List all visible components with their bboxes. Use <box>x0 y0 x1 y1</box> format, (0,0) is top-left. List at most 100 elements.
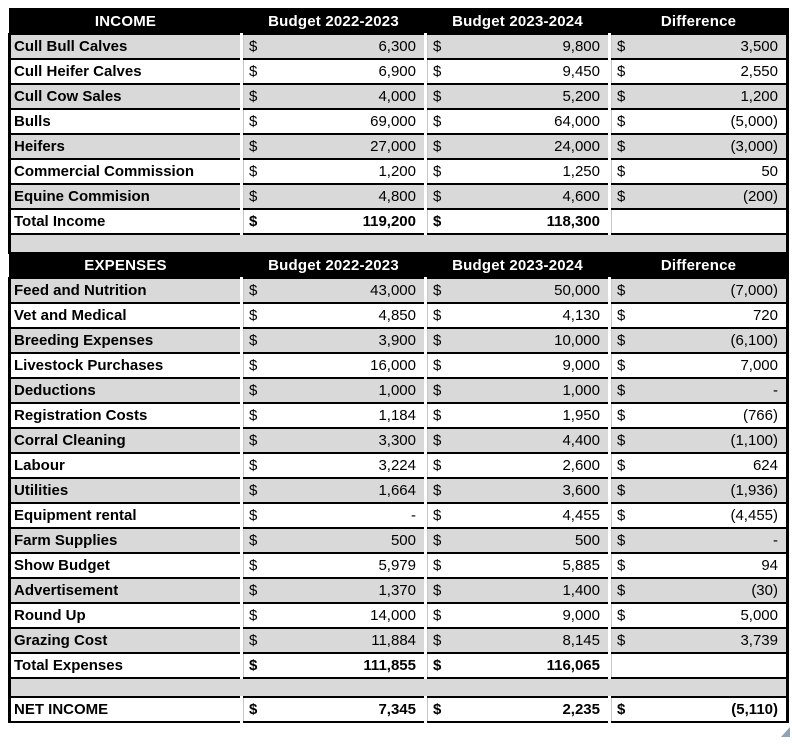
row-label-cell[interactable]: Corral Cleaning <box>8 427 243 454</box>
budget-2023-2024-cell[interactable]: $2,600 <box>424 452 611 479</box>
difference-cell[interactable]: $ (4,455) <box>608 502 789 529</box>
row-label-cell[interactable]: Bulls <box>8 108 243 135</box>
budget-2022-2023-cell[interactable]: $14,000 <box>240 602 427 629</box>
row-label-cell[interactable]: Labour <box>8 452 243 479</box>
expenses-section-title[interactable]: EXPENSES <box>8 252 243 279</box>
row-label-cell[interactable]: Vet and Medical <box>8 302 243 329</box>
difference-cell[interactable]: $ - <box>608 377 789 404</box>
row-label-cell[interactable]: Breeding Expenses <box>8 327 243 354</box>
row-label-cell[interactable]: Cull Heifer Calves <box>8 58 243 85</box>
budget-2023-2024-cell[interactable]: $4,130 <box>424 302 611 329</box>
difference-cell[interactable]: $ (3,000) <box>608 133 789 160</box>
difference-cell[interactable]: $5,000 <box>608 602 789 629</box>
budget-2023-2024-cell[interactable]: $50,000 <box>424 277 611 304</box>
difference-cell[interactable]: $ - <box>608 527 789 554</box>
difference-cell[interactable]: $624 <box>608 452 789 479</box>
row-label-cell[interactable]: Registration Costs <box>8 402 243 429</box>
difference-cell[interactable]: $3,739 <box>608 627 789 654</box>
difference-cell[interactable]: $ (5,110) <box>608 696 789 723</box>
budget-2023-2024-cell[interactable]: $9,000 <box>424 602 611 629</box>
column-header-difference[interactable]: Difference <box>608 8 789 35</box>
budget-2022-2023-cell[interactable]: $6,300 <box>240 33 427 60</box>
difference-cell[interactable]: $ (200) <box>608 183 789 210</box>
budget-2022-2023-cell[interactable]: $1,664 <box>240 477 427 504</box>
budget-2023-2024-cell[interactable]: $24,000 <box>424 133 611 160</box>
budget-2023-2024-cell[interactable]: $118,300 <box>424 208 611 235</box>
budget-2022-2023-cell[interactable]: $500 <box>240 527 427 554</box>
budget-2022-2023-cell[interactable]: $1,370 <box>240 577 427 604</box>
row-label-cell[interactable]: Feed and Nutrition <box>8 277 243 304</box>
row-label-cell[interactable]: Deductions <box>8 377 243 404</box>
difference-cell[interactable]: $2,550 <box>608 58 789 85</box>
budget-2023-2024-cell[interactable]: $4,600 <box>424 183 611 210</box>
row-label-cell[interactable]: Commercial Commission <box>8 158 243 185</box>
row-label-cell[interactable]: Farm Supplies <box>8 527 243 554</box>
budget-2023-2024-cell[interactable]: $8,145 <box>424 627 611 654</box>
budget-2022-2023-cell[interactable]: $27,000 <box>240 133 427 160</box>
budget-2022-2023-cell[interactable]: $69,000 <box>240 108 427 135</box>
difference-cell[interactable]: $1,200 <box>608 83 789 110</box>
budget-2022-2023-cell[interactable]: $7,345 <box>240 696 427 723</box>
column-header-difference[interactable]: Difference <box>608 252 789 279</box>
difference-cell[interactable]: $3,500 <box>608 33 789 60</box>
budget-2022-2023-cell[interactable]: $1,000 <box>240 377 427 404</box>
budget-2023-2024-cell[interactable]: $3,600 <box>424 477 611 504</box>
budget-2023-2024-cell[interactable]: $9,450 <box>424 58 611 85</box>
difference-cell[interactable]: $720 <box>608 302 789 329</box>
difference-cell-empty[interactable] <box>608 208 789 235</box>
budget-2022-2023-cell[interactable]: $3,224 <box>240 452 427 479</box>
column-header-budget-2023-2024[interactable]: Budget 2023-2024 <box>424 8 611 35</box>
column-header-budget-2022-2023[interactable]: Budget 2022-2023 <box>240 8 427 35</box>
difference-cell[interactable]: $ (1,100) <box>608 427 789 454</box>
column-header-budget-2022-2023[interactable]: Budget 2022-2023 <box>240 252 427 279</box>
budget-2023-2024-cell[interactable]: $4,455 <box>424 502 611 529</box>
row-label-cell[interactable]: Total Expenses <box>8 652 243 679</box>
row-label-cell[interactable]: NET INCOME <box>8 696 243 723</box>
income-section-title[interactable]: INCOME <box>8 8 243 35</box>
difference-cell[interactable]: $ (30) <box>608 577 789 604</box>
row-label-cell[interactable]: Grazing Cost <box>8 627 243 654</box>
budget-2023-2024-cell[interactable]: $116,065 <box>424 652 611 679</box>
difference-cell[interactable]: $ (766) <box>608 402 789 429</box>
column-header-budget-2023-2024[interactable]: Budget 2023-2024 <box>424 252 611 279</box>
budget-2022-2023-cell[interactable]: $1,184 <box>240 402 427 429</box>
budget-2022-2023-cell[interactable]: $4,800 <box>240 183 427 210</box>
budget-2022-2023-cell[interactable]: $119,200 <box>240 208 427 235</box>
budget-2022-2023-cell[interactable]: $ - <box>240 502 427 529</box>
budget-2022-2023-cell[interactable]: $6,900 <box>240 58 427 85</box>
budget-2022-2023-cell[interactable]: $11,884 <box>240 627 427 654</box>
row-label-cell[interactable]: Heifers <box>8 133 243 160</box>
budget-2023-2024-cell[interactable]: $10,000 <box>424 327 611 354</box>
budget-2023-2024-cell[interactable]: $1,400 <box>424 577 611 604</box>
budget-2023-2024-cell[interactable]: $4,400 <box>424 427 611 454</box>
difference-cell[interactable]: $50 <box>608 158 789 185</box>
row-label-cell[interactable]: Show Budget <box>8 552 243 579</box>
budget-2023-2024-cell[interactable]: $1,000 <box>424 377 611 404</box>
budget-2022-2023-cell[interactable]: $3,900 <box>240 327 427 354</box>
row-label-cell[interactable]: Cull Cow Sales <box>8 83 243 110</box>
budget-2022-2023-cell[interactable]: $16,000 <box>240 352 427 379</box>
difference-cell[interactable]: $ (5,000) <box>608 108 789 135</box>
budget-2022-2023-cell[interactable]: $3,300 <box>240 427 427 454</box>
budget-2023-2024-cell[interactable]: $500 <box>424 527 611 554</box>
budget-2023-2024-cell[interactable]: $5,885 <box>424 552 611 579</box>
row-label-cell[interactable]: Cull Bull Calves <box>8 33 243 60</box>
row-label-cell[interactable]: Round Up <box>8 602 243 629</box>
budget-2023-2024-cell[interactable]: $5,200 <box>424 83 611 110</box>
budget-2023-2024-cell[interactable]: $9,800 <box>424 33 611 60</box>
budget-2022-2023-cell[interactable]: $4,000 <box>240 83 427 110</box>
row-label-cell[interactable]: Advertisement <box>8 577 243 604</box>
row-label-cell[interactable]: Total Income <box>8 208 243 235</box>
row-label-cell[interactable]: Utilities <box>8 477 243 504</box>
budget-2022-2023-cell[interactable]: $43,000 <box>240 277 427 304</box>
row-label-cell[interactable]: Equine Commision <box>8 183 243 210</box>
budget-2023-2024-cell[interactable]: $1,950 <box>424 402 611 429</box>
row-label-cell[interactable]: Equipment rental <box>8 502 243 529</box>
budget-2023-2024-cell[interactable]: $9,000 <box>424 352 611 379</box>
difference-cell[interactable]: $ (7,000) <box>608 277 789 304</box>
budget-2023-2024-cell[interactable]: $2,235 <box>424 696 611 723</box>
budget-2023-2024-cell[interactable]: $64,000 <box>424 108 611 135</box>
row-label-cell[interactable]: Livestock Purchases <box>8 352 243 379</box>
budget-2022-2023-cell[interactable]: $5,979 <box>240 552 427 579</box>
budget-2022-2023-cell[interactable]: $111,855 <box>240 652 427 679</box>
